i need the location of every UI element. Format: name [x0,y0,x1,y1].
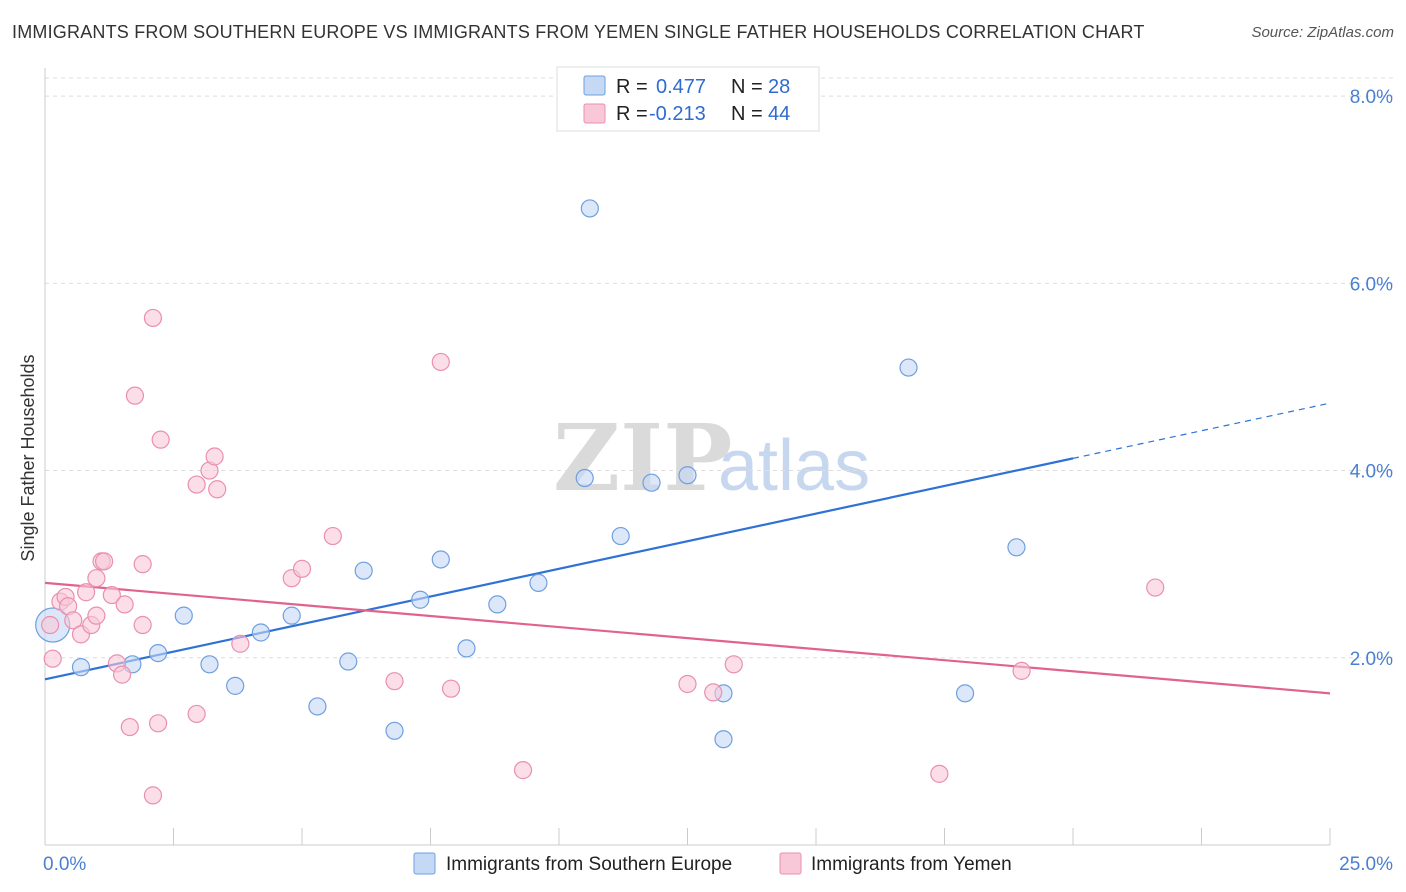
point-southern-europe [385,721,404,740]
legend-r-value-0: 0.477 [656,76,706,98]
legend-r-label-0: R = [616,76,648,98]
point-southern-europe [308,697,327,716]
point-yemen [64,611,83,630]
axes [44,68,1331,846]
point-southern-europe [611,526,630,546]
y-tick-label: 8.0% [1350,87,1393,108]
point-yemen [41,615,60,635]
x-tick-label-max: 25.0% [1339,854,1393,875]
point-yemen [930,764,949,783]
y-tick-labels: 2.0% 4.0% 6.0% 8.0% [1350,87,1393,670]
point-yemen [431,352,450,372]
trend-line-southern-europe-extension [1072,402,1331,459]
point-yemen [133,555,152,574]
point-southern-europe [642,473,661,492]
point-yemen [1012,661,1031,680]
point-yemen [1146,578,1165,597]
page-title: IMMIGRANTS FROM SOUTHERN EUROPE VS IMMIG… [12,22,1145,42]
point-southern-europe [457,639,476,658]
point-yemen [678,674,697,694]
point-southern-europe [899,358,918,377]
point-yemen [187,704,206,724]
point-yemen [143,786,163,805]
point-yemen [704,683,723,702]
gridlines [45,77,1393,659]
watermark-atlas: atlas [718,426,870,506]
point-southern-europe [529,573,548,592]
legend-swatch-pink [583,103,606,124]
point-yemen [87,606,106,625]
point-yemen [143,308,163,328]
legend-swatch-blue [583,75,606,96]
point-yemen [148,714,168,733]
point-southern-europe [339,652,358,671]
point-southern-europe [580,199,599,218]
y-axis-title: Single Father Households [18,354,38,561]
legend-r-label-1: R = [616,103,648,125]
trend-line-yemen [44,581,1331,695]
point-southern-europe [200,655,219,674]
point-yemen [231,634,250,653]
point-yemen [77,583,96,602]
point-yemen [385,672,404,691]
point-yemen [133,615,152,635]
point-southern-europe [1007,538,1026,557]
point-yemen [87,569,106,588]
point-yemen [292,559,312,578]
point-yemen [43,649,62,668]
point-yemen [205,447,224,466]
point-southern-europe [575,468,594,488]
x-tick-label-min: 0.0% [43,854,86,875]
point-southern-europe [174,606,193,625]
point-southern-europe [148,643,168,663]
point-yemen [115,595,134,614]
stats-legend: R = 0.477 N = 28 R = -0.213 N = 44 [556,66,820,132]
series-legend-label-1: Immigrants from Yemen [811,854,1012,875]
point-southern-europe [226,676,245,695]
legend-n-value-1: 44 [768,103,790,125]
watermark-zip: ZIP [553,404,732,512]
legend-r-value-1: -0.213 [649,103,706,125]
series-legend: Immigrants from Southern Europe Immigran… [413,852,1012,875]
point-yemen [208,480,227,499]
point-southern-europe [955,684,975,703]
point-yemen [95,552,114,571]
legend-n-label-0: N = [731,76,763,98]
series-legend-swatch-blue [413,852,436,875]
series-legend-label-0: Immigrants from Southern Europe [446,854,732,875]
point-southern-europe [411,590,430,609]
trend-lines [44,402,1331,695]
point-yemen [120,717,139,737]
point-yemen [151,430,170,449]
point-southern-europe [714,730,733,749]
point-southern-europe [488,595,507,614]
y-tick-label: 6.0% [1350,274,1393,295]
point-southern-europe [71,658,91,677]
y-tick-label: 4.0% [1350,462,1393,483]
trend-line-southern-europe [44,457,1074,681]
point-southern-europe [678,466,697,485]
point-southern-europe [431,550,450,569]
point-yemen [187,475,206,494]
point-yemen [724,655,743,674]
y-tick-label: 2.0% [1350,649,1393,670]
point-southern-europe [354,561,373,580]
legend-n-label-1: N = [731,103,763,125]
legend-n-value-0: 28 [768,76,790,98]
point-yemen [125,386,145,405]
point-yemen [323,526,342,546]
source-label: Source: ZipAtlas.com [1251,24,1394,41]
point-southern-europe [282,606,301,625]
point-yemen [441,679,461,698]
data-points [35,199,1165,805]
series-legend-swatch-pink [779,852,802,875]
point-yemen [513,761,533,780]
point-yemen [112,665,132,684]
point-yemen [102,585,121,605]
point-southern-europe [251,623,270,642]
